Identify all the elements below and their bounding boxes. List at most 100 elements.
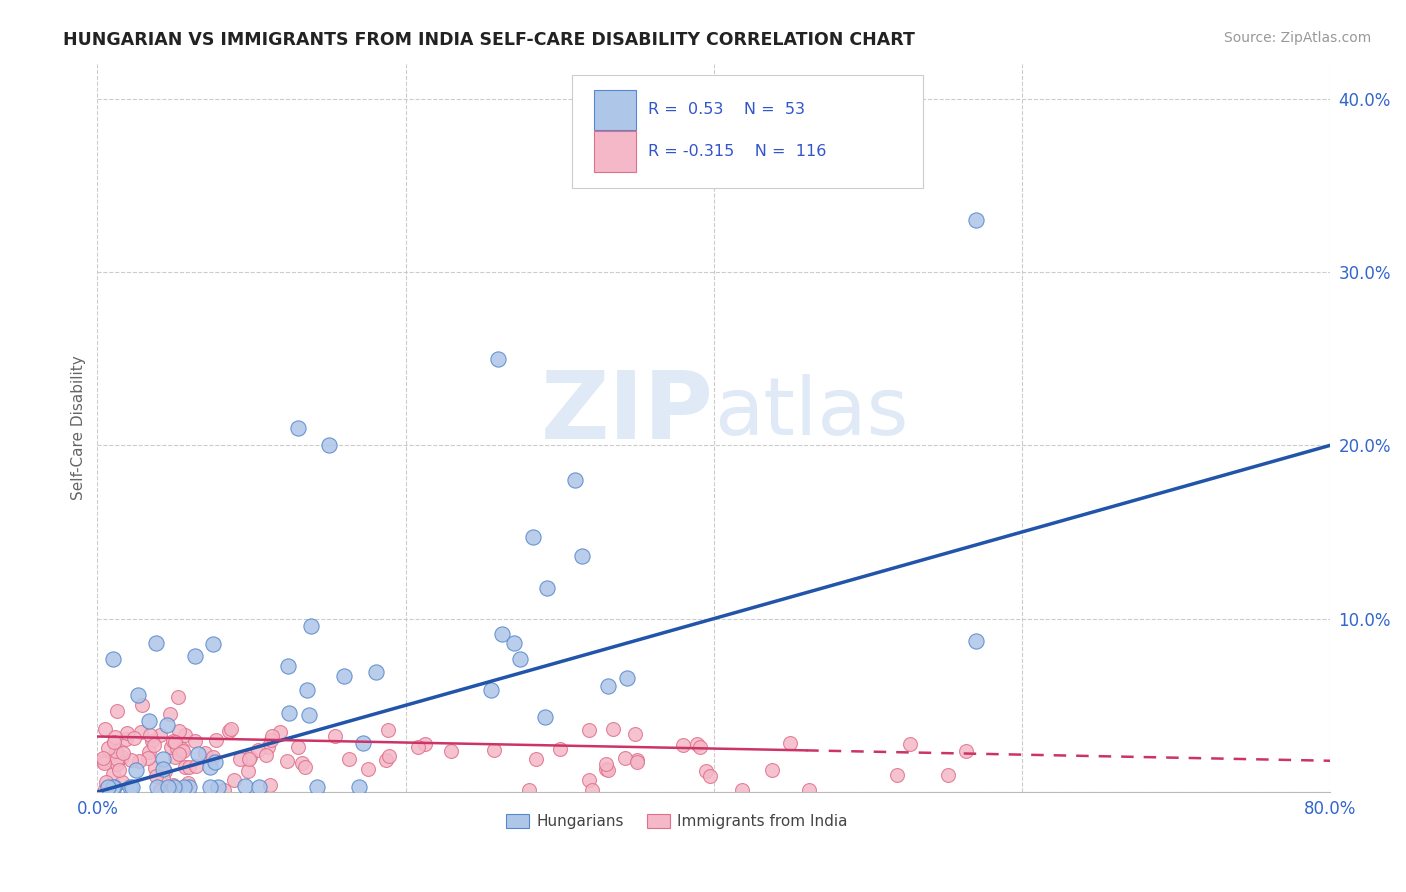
Point bbox=[602, 723, 624, 737]
Point bbox=[207, 780, 229, 794]
Point bbox=[112, 747, 135, 761]
Point bbox=[177, 780, 200, 794]
Point bbox=[686, 737, 709, 751]
Point bbox=[179, 760, 201, 774]
Point bbox=[299, 618, 322, 632]
Point bbox=[695, 764, 717, 779]
Y-axis label: Self-Care Disability: Self-Care Disability bbox=[72, 356, 86, 500]
Point bbox=[254, 748, 277, 763]
Point bbox=[149, 783, 172, 797]
Point bbox=[526, 752, 548, 766]
Point bbox=[186, 758, 208, 772]
Point bbox=[176, 776, 198, 790]
Text: ZIP: ZIP bbox=[541, 368, 714, 459]
Point bbox=[103, 780, 125, 794]
Point bbox=[238, 752, 260, 766]
Point bbox=[184, 648, 207, 663]
Point bbox=[198, 780, 221, 794]
Point bbox=[120, 754, 142, 768]
Point bbox=[761, 764, 783, 778]
Point bbox=[233, 779, 256, 793]
Point bbox=[173, 760, 195, 774]
Point bbox=[578, 723, 600, 738]
Point bbox=[103, 766, 125, 780]
Point bbox=[797, 783, 820, 797]
Point bbox=[149, 727, 172, 741]
Point bbox=[201, 637, 224, 651]
Text: atlas: atlas bbox=[714, 375, 908, 452]
Point bbox=[159, 706, 181, 721]
Point bbox=[571, 549, 593, 564]
Point bbox=[141, 733, 163, 747]
Text: Source: ZipAtlas.com: Source: ZipAtlas.com bbox=[1223, 31, 1371, 45]
Point bbox=[108, 763, 131, 777]
Point bbox=[503, 636, 526, 650]
Point bbox=[167, 724, 190, 739]
Point bbox=[482, 743, 505, 757]
Point bbox=[614, 751, 637, 765]
Point bbox=[413, 738, 436, 752]
Point bbox=[143, 761, 166, 775]
Point bbox=[936, 768, 959, 782]
Point bbox=[260, 733, 283, 747]
Point bbox=[595, 762, 617, 776]
Point bbox=[105, 752, 128, 766]
Point bbox=[103, 734, 125, 748]
Point bbox=[153, 764, 176, 779]
Point bbox=[898, 737, 921, 751]
Point bbox=[91, 755, 114, 769]
Point bbox=[105, 744, 128, 758]
Point bbox=[139, 728, 162, 742]
Point bbox=[486, 351, 509, 366]
Point bbox=[337, 752, 360, 766]
Point bbox=[156, 718, 179, 732]
Point bbox=[94, 722, 117, 736]
Point bbox=[142, 738, 165, 752]
Point bbox=[165, 783, 187, 797]
Point bbox=[194, 746, 217, 760]
Point bbox=[105, 704, 128, 718]
Point bbox=[170, 742, 193, 756]
Point bbox=[121, 780, 143, 794]
Point bbox=[247, 743, 270, 757]
Point bbox=[294, 760, 316, 774]
Point bbox=[162, 778, 184, 792]
Point bbox=[187, 747, 209, 761]
Point bbox=[378, 748, 401, 763]
Point bbox=[965, 634, 987, 648]
Point bbox=[491, 627, 513, 641]
Point bbox=[122, 731, 145, 745]
Point bbox=[94, 775, 117, 789]
Point bbox=[152, 751, 174, 765]
Point bbox=[166, 741, 188, 756]
Point bbox=[173, 780, 195, 794]
Point bbox=[278, 706, 301, 721]
Point bbox=[440, 744, 463, 758]
Point bbox=[699, 769, 721, 783]
Point bbox=[163, 780, 186, 794]
Point bbox=[162, 734, 184, 748]
Point bbox=[152, 762, 174, 776]
Point bbox=[298, 707, 321, 722]
Point bbox=[163, 735, 186, 749]
Point bbox=[479, 682, 502, 697]
Point bbox=[239, 749, 262, 764]
Point bbox=[779, 736, 801, 750]
Point bbox=[578, 773, 600, 788]
Point bbox=[97, 780, 120, 794]
Point bbox=[333, 668, 356, 682]
Point bbox=[269, 724, 291, 739]
Point bbox=[138, 745, 160, 759]
Point bbox=[103, 652, 125, 666]
Point bbox=[224, 772, 246, 787]
Point bbox=[125, 763, 148, 777]
Point bbox=[323, 729, 346, 743]
Point bbox=[184, 733, 207, 747]
Point bbox=[160, 783, 183, 797]
Point bbox=[352, 736, 374, 750]
Point bbox=[97, 740, 120, 755]
Point bbox=[262, 729, 284, 743]
Point bbox=[375, 753, 398, 767]
Point bbox=[509, 652, 531, 666]
Point bbox=[256, 740, 278, 755]
